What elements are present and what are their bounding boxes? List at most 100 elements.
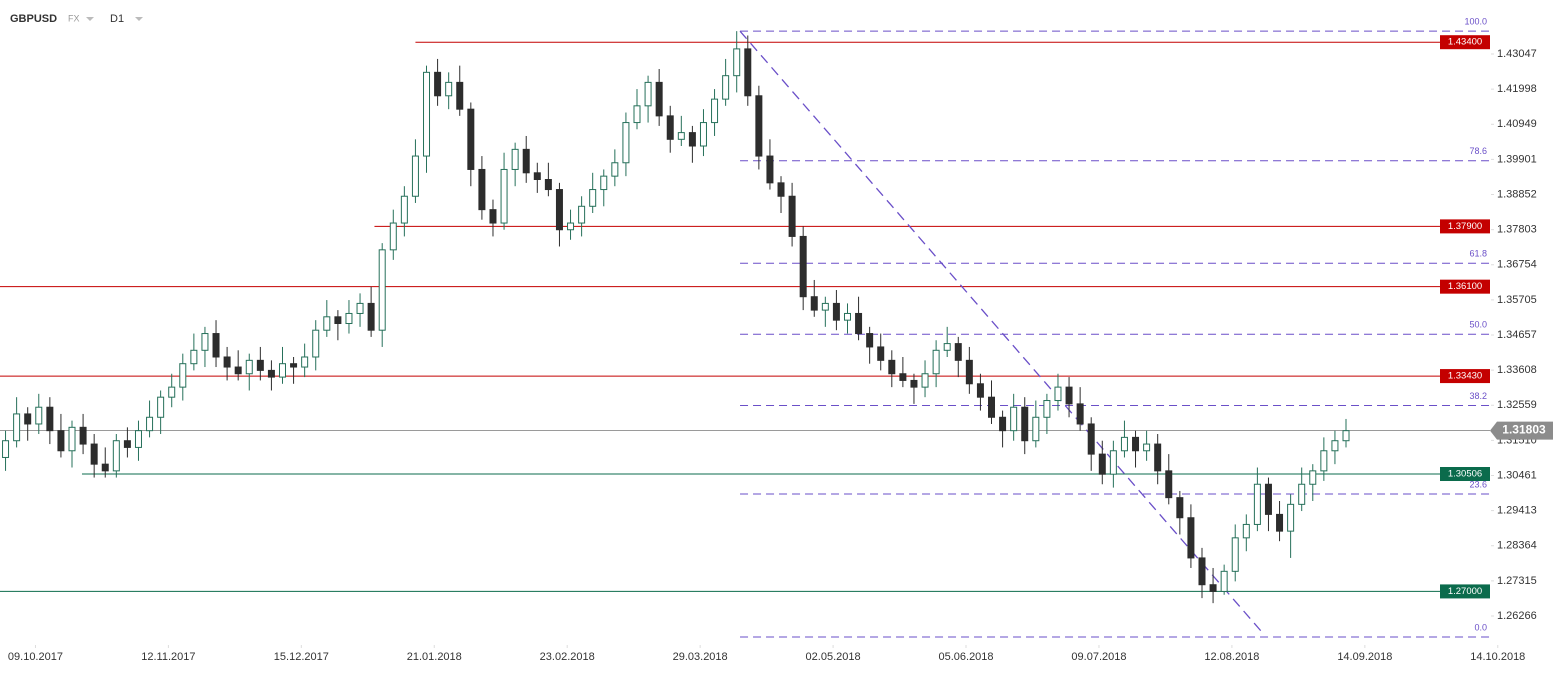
- level-tag-label: 1.33430: [1448, 371, 1482, 382]
- candle-body: [766, 155, 774, 184]
- candle-body: [1010, 406, 1018, 432]
- candle-body: [1320, 450, 1328, 472]
- candle-body: [1087, 423, 1095, 455]
- candle-body: [755, 95, 763, 157]
- candle-body: [1242, 523, 1250, 539]
- candle-body: [910, 379, 918, 388]
- candle-body: [378, 249, 386, 331]
- candle-body: [555, 189, 563, 231]
- candle-body: [954, 343, 962, 361]
- candle-body: [511, 148, 519, 170]
- candle-body: [655, 81, 663, 117]
- candle-body: [57, 430, 65, 452]
- dropdown-caret[interactable]: [86, 17, 94, 21]
- candle-body: [866, 333, 874, 348]
- x-tick-label: 23.02.2018: [540, 651, 595, 663]
- candle-body: [1220, 570, 1228, 592]
- candle-body: [677, 132, 685, 140]
- dropdown-caret[interactable]: [135, 17, 143, 21]
- candle-body: [1076, 403, 1084, 425]
- x-tick-label: 09.07.2018: [1071, 651, 1126, 663]
- candle-body: [434, 71, 442, 97]
- candle-body: [423, 71, 431, 157]
- candle-body: [400, 195, 408, 224]
- fib-label: 78.6: [1469, 146, 1487, 156]
- candle-body: [201, 333, 209, 351]
- candle-body: [1021, 406, 1029, 442]
- candle-body: [168, 386, 176, 398]
- candle-body: [688, 132, 696, 147]
- interval[interactable]: D1: [110, 13, 124, 25]
- y-tick-label: 1.35705: [1497, 294, 1537, 306]
- level-tag: [1440, 35, 1490, 50]
- candle-body: [345, 312, 353, 325]
- candle-body: [1132, 436, 1140, 452]
- candle-body: [988, 396, 996, 418]
- candle-body: [810, 296, 818, 311]
- current-price-tag: [1490, 421, 1553, 440]
- y-tick-label: 1.40949: [1497, 118, 1537, 130]
- y-tick-label: 1.39901: [1497, 153, 1537, 165]
- y-tick-label: 1.28364: [1497, 540, 1537, 552]
- candle-body: [46, 406, 54, 432]
- candle-body: [1154, 443, 1162, 472]
- candle-body: [389, 222, 397, 251]
- x-tick-label: 12.08.2018: [1204, 651, 1259, 663]
- level-tag: [1440, 219, 1490, 234]
- symbol[interactable]: GBPUSD: [10, 13, 57, 25]
- candle-body: [888, 359, 896, 375]
- candle-body: [1264, 483, 1272, 515]
- candle-body: [1309, 470, 1317, 485]
- y-tick-label: 1.30461: [1497, 469, 1537, 481]
- y-tick-label: 1.29413: [1497, 505, 1537, 517]
- candle-body: [234, 366, 242, 375]
- candle-body: [157, 396, 165, 418]
- candle-body: [711, 98, 719, 124]
- candle-body: [633, 105, 641, 124]
- candle-body: [1276, 513, 1284, 532]
- candle-body: [1032, 416, 1040, 442]
- candle-body: [267, 369, 275, 378]
- candle-body: [578, 205, 586, 224]
- level-tag-label: 1.30506: [1448, 469, 1482, 480]
- candle-body: [90, 443, 98, 465]
- candle-body: [68, 426, 76, 452]
- market[interactable]: FX: [68, 13, 80, 23]
- candle-body: [112, 440, 120, 472]
- candle-body: [278, 363, 286, 378]
- candle-body: [832, 302, 840, 321]
- y-tick-label: 1.34657: [1497, 329, 1537, 341]
- x-tick-label: 15.12.2017: [274, 651, 329, 663]
- level-tag: [1440, 369, 1490, 384]
- candle-body: [976, 383, 984, 398]
- x-tick-label: 21.01.2018: [407, 651, 462, 663]
- y-tick-label: 1.38852: [1497, 188, 1537, 200]
- candle-body: [456, 81, 464, 110]
- y-tick-label: 1.36754: [1497, 259, 1537, 271]
- x-tick-label: 09.10.2017: [8, 651, 63, 663]
- candle-body: [943, 343, 951, 351]
- candle-body: [544, 179, 552, 191]
- candle-body: [35, 406, 43, 425]
- x-tick-label: 12.11.2017: [141, 651, 195, 663]
- candle-body: [290, 363, 298, 368]
- candle-body: [190, 349, 198, 365]
- candle-body: [134, 430, 142, 448]
- candle-body: [777, 182, 785, 197]
- candle-body: [1065, 386, 1073, 405]
- candle-body: [932, 349, 940, 375]
- candle-body: [788, 195, 796, 237]
- candle-body: [245, 359, 253, 375]
- level-tag-label: 1.37900: [1448, 221, 1482, 232]
- x-tick-label: 02.05.2018: [806, 651, 861, 663]
- candle-body: [1165, 470, 1173, 499]
- trend-line: [739, 30, 1263, 633]
- candle-body: [522, 148, 530, 174]
- candle-body: [843, 312, 851, 321]
- candle-body: [2, 440, 10, 458]
- candle-body: [589, 189, 597, 207]
- level-tag: [1440, 584, 1490, 599]
- candle-body: [101, 463, 109, 472]
- candle-body: [722, 75, 730, 100]
